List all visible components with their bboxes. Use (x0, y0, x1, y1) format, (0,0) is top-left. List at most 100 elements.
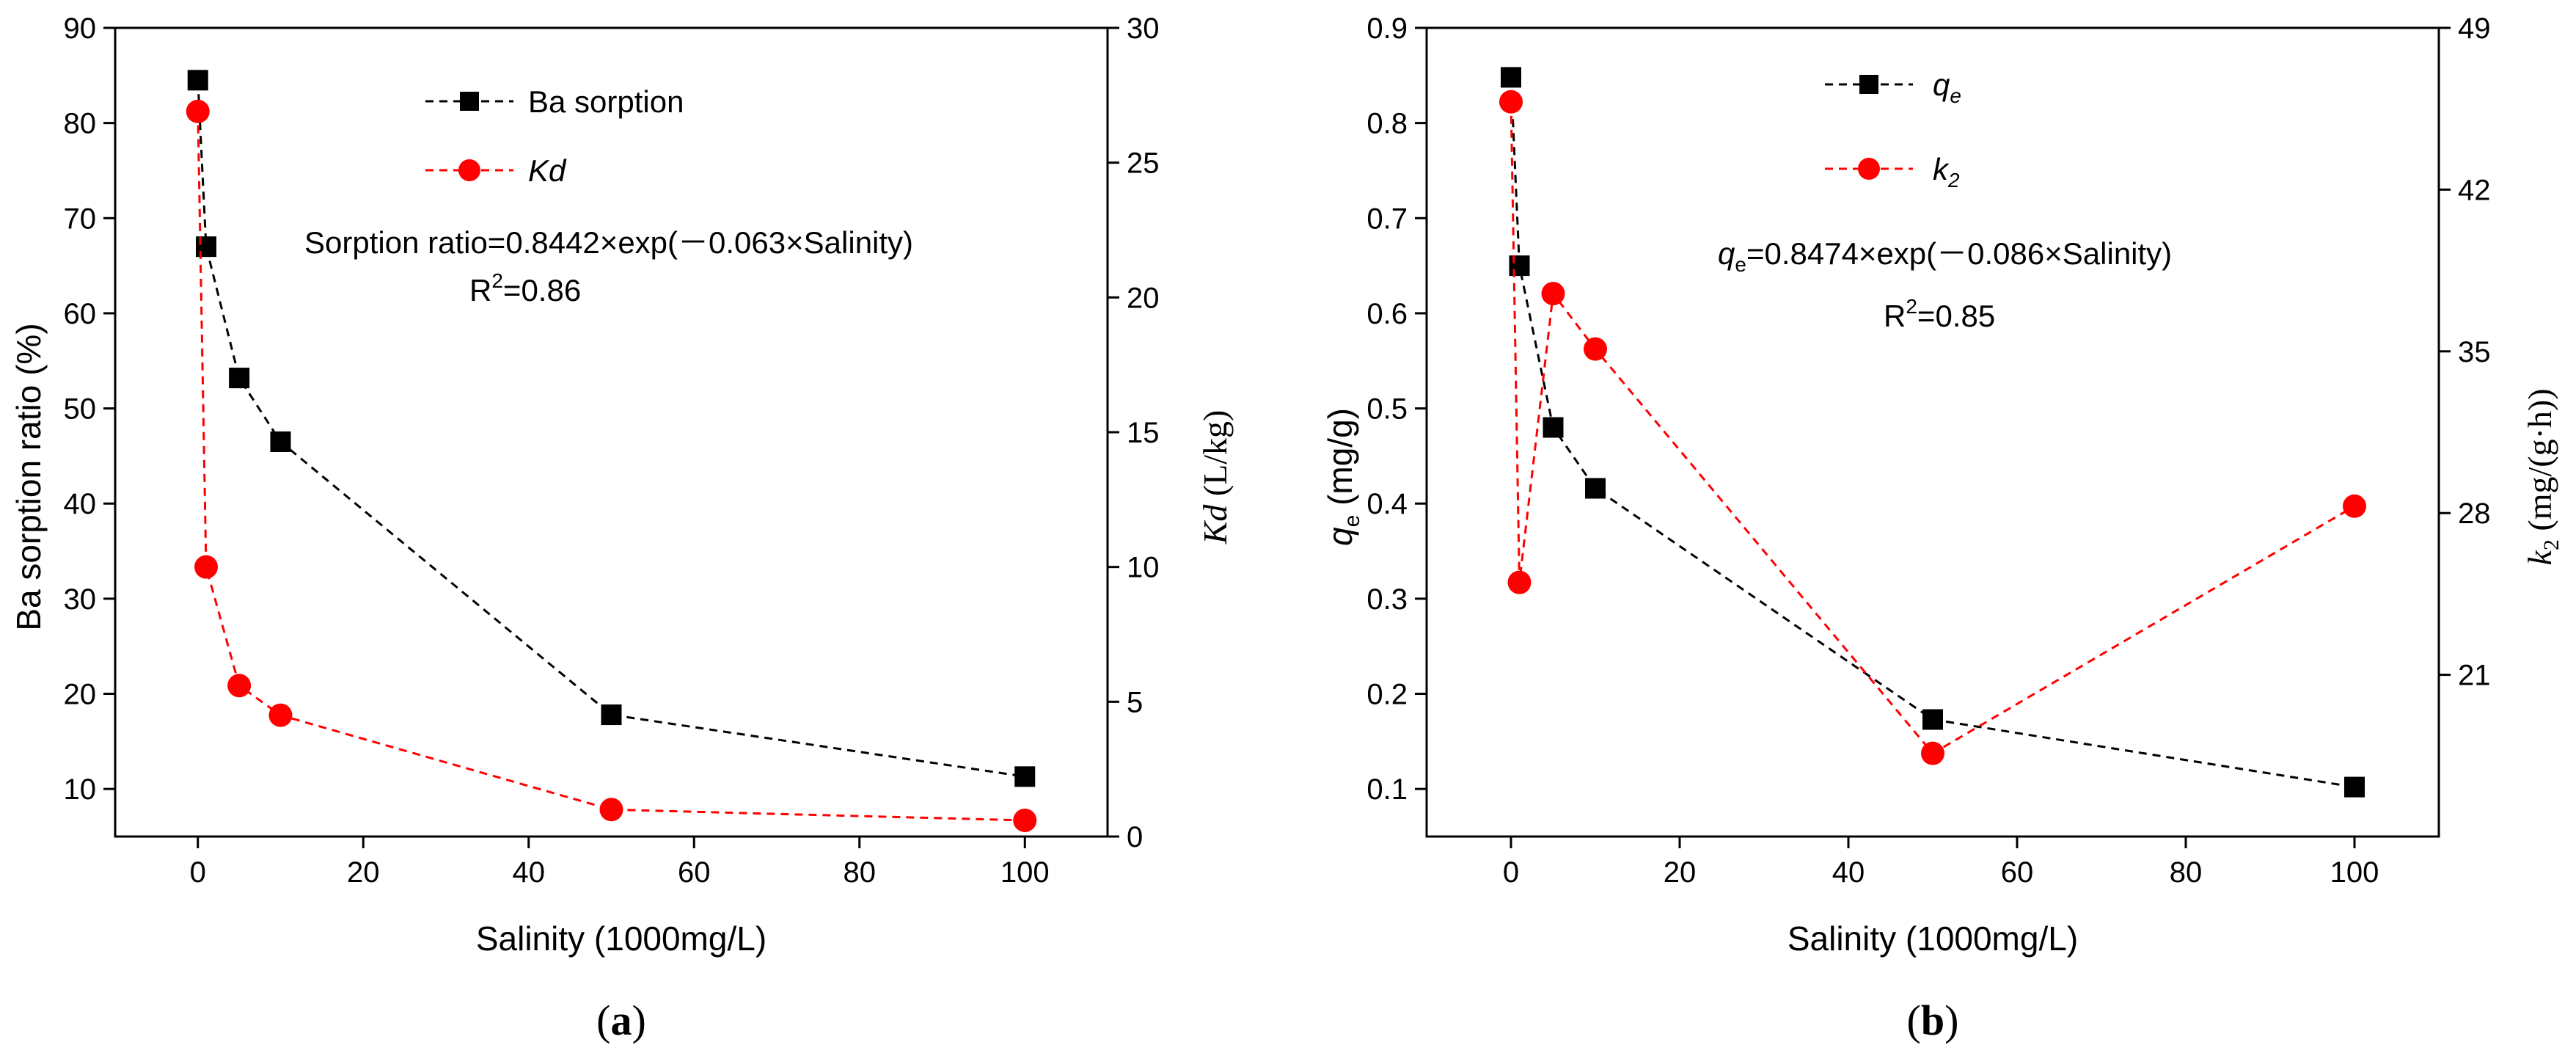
panel-a-x-tick-label: 40 (513, 856, 546, 889)
panel-b-series-1-point (1541, 282, 1565, 306)
panel-b-left-tick-label: 0.5 (1366, 393, 1408, 426)
panel-a-legend-marker-kd (458, 159, 480, 181)
panel-a-left-tick-label: 60 (64, 298, 97, 330)
panel-b-legend-marker-qe (1859, 75, 1878, 94)
panel-b-x-tick-label: 20 (1664, 856, 1697, 889)
panel-a-left-tick-label: 50 (64, 393, 97, 426)
panel-b-right-tick-label: 49 (2458, 12, 2491, 45)
panel-a-left-tick-label: 80 (64, 108, 97, 140)
panel-b-series-0-point (1543, 417, 1564, 438)
panel-a-series-1-point (1013, 808, 1037, 832)
panel-a-r2-value: =0.86 (503, 273, 581, 307)
panel-a-series-1-point (268, 703, 293, 727)
panel-a-legend-marker-ba (460, 92, 479, 111)
panel-b-legend-label-qe: qe (1933, 68, 1961, 107)
panel-b-series-0-point (1585, 478, 1606, 499)
panel-b-series-1-point (2343, 494, 2366, 518)
panel-a-series-0-point (196, 236, 217, 258)
panel-a-right-tick-label: 5 (1127, 686, 1143, 718)
panel-a-left-tick-label: 30 (64, 583, 97, 616)
panel-a-left-axis-title: Ba sorption ratio (%) (10, 323, 48, 630)
panel-b-left-tick-label: 0.2 (1366, 679, 1408, 711)
chart-marks: 0 20 40 60 80 1001020304050607080900510152025… (64, 12, 2491, 889)
panel-a-series-0-point (187, 70, 208, 91)
panel-b-plot-frame (1425, 26, 2440, 838)
panel-b-right-axis-title-unit: (mg/(g·h)) (2521, 388, 2558, 539)
panel-b-left-axis-title: qe (mg/g) (1321, 408, 1364, 546)
panel-a-x-tick-label: 20 (347, 856, 380, 889)
panel-a-series-1-point (227, 674, 252, 698)
panel-a-r2-sup: 2 (491, 269, 503, 292)
panel-a: Salinity (1000mg/L) Ba sorption ratio (%… (10, 84, 1234, 1044)
panel-b-r-squared: R2=0.85 (1884, 295, 1995, 333)
panel-b-series-0-line (1510, 77, 2355, 789)
panel-a-right-tick-label: 30 (1127, 12, 1160, 45)
panel-a-label-letter: a (611, 996, 632, 1044)
panel-a-series-1-point (186, 99, 210, 123)
panel-b-right-axis-title: k2 (mg/(g·h)) (2521, 388, 2564, 565)
panel-b-legend-label-qe-main: q (1933, 68, 1950, 102)
panel-a-x-tick-label: 100 (1000, 856, 1050, 889)
panel-a-right-axis-title-italic: Kd (1196, 504, 1234, 545)
panel-a-left-tick-label: 40 (64, 488, 97, 520)
panel-a-x-axis-title: Salinity (1000mg/L) (476, 919, 766, 958)
panel-b-fit-equation: qe=0.8474×exp(－0.086×Salinity) (1718, 236, 2172, 276)
panel-a-fit-equation: Sorption ratio=0.8442×exp(－0.063×Salinit… (304, 225, 913, 260)
panel-a-right-tick-label: 15 (1127, 417, 1160, 449)
panel-a-right-tick-label: 10 (1127, 552, 1160, 584)
panel-a-legend: Ba sorption Kd (425, 84, 684, 188)
panel-a-x-tick-label: 60 (678, 856, 711, 889)
panel-b-series-1-point (1584, 337, 1607, 361)
panel-a-series-1-point (194, 555, 219, 579)
panel-b-series-1-point (1507, 570, 1532, 594)
panel-b-series-0-point (2344, 776, 2365, 798)
panel-a-right-tick-label: 25 (1127, 147, 1160, 180)
panel-b-left-axis-title-sub: e (1340, 515, 1364, 528)
panel-a-series-1-point (599, 798, 623, 822)
panel-b-x-tick-label: 60 (2001, 856, 2034, 889)
panel-b-legend-label-k2-main: k (1933, 152, 1950, 186)
panel-b-legend: qe k2 (1825, 68, 1961, 192)
panel-b-right-tick-label: 35 (2458, 336, 2491, 368)
panel-b: Salinity (1000mg/L) qe (mg/g) k2 (mg/(g·… (1321, 68, 2564, 1044)
panel-b-left-tick-label: 0.8 (1366, 108, 1408, 140)
panel-b-r2-value: =0.85 (1917, 299, 1995, 333)
panel-b-left-tick-label: 0.1 (1366, 773, 1408, 806)
panel-a-series-0-line (197, 80, 1025, 778)
panel-a-series-1-line (197, 111, 1025, 822)
panel-a-right-axis-title: Kd (L/kg) (1196, 410, 1234, 545)
panel-a-series-0-point (1014, 766, 1036, 787)
panel-b-legend-label-k2: k2 (1933, 152, 1960, 192)
panel-a-left-tick-label: 70 (64, 203, 97, 235)
panel-a-legend-label-kd: Kd (528, 153, 567, 188)
panel-b-right-tick-label: 21 (2458, 660, 2491, 692)
panel-b-series-1-line (1510, 101, 2355, 755)
panel-b-right-tick-label: 42 (2458, 174, 2491, 206)
panel-a-series-0-point (229, 368, 250, 389)
panel-b-left-tick-label: 0.7 (1366, 203, 1408, 235)
panel-b-legend-label-qe-sub: e (1950, 84, 1961, 107)
panel-b-x-tick-label: 40 (1832, 856, 1865, 889)
panel-b-right-tick-label: 28 (2458, 498, 2491, 530)
panel-b-series-1-point (1499, 90, 1523, 114)
panel-b-fit-equation-main: q (1718, 236, 1735, 271)
panel-b-left-tick-label: 0.9 (1366, 12, 1408, 45)
panel-b-left-axis-title-unit: (mg/g) (1321, 408, 1359, 515)
panel-b-series-0-point (1922, 709, 1943, 730)
panel-a-left-tick-label: 90 (64, 12, 97, 45)
panel-b-label: (b) (1907, 996, 1959, 1044)
panel-b-left-axis-title-main: q (1321, 527, 1359, 546)
panel-a-left-tick-label: 20 (64, 679, 97, 711)
panel-a-r2-prefix: R (469, 273, 491, 307)
panel-b-fit-equation-rest: =0.8474×exp(－0.086×Salinity) (1746, 236, 2172, 271)
panel-a-legend-label-ba: Ba sorption (528, 84, 684, 119)
panel-a-right-axis-title-unit: (L/kg) (1196, 410, 1234, 505)
panel-b-r2-sup: 2 (1906, 295, 1917, 318)
panel-b-left-tick-label: 0.6 (1366, 298, 1408, 330)
panel-a-label: (a) (596, 996, 646, 1044)
panel-a-left-tick-label: 10 (64, 773, 97, 806)
panel-a-series-0-point (270, 431, 291, 452)
panel-b-label-letter: b (1921, 996, 1944, 1044)
panel-a-r-squared: R2=0.86 (469, 269, 581, 307)
